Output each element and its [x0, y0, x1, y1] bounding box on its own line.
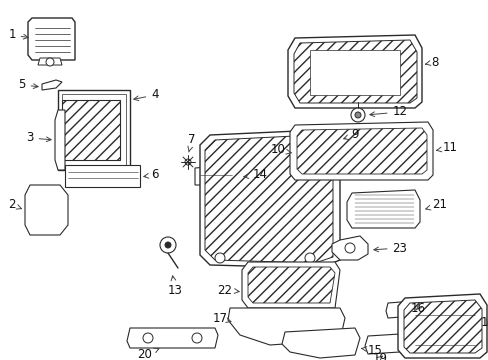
Polygon shape: [38, 58, 62, 65]
Polygon shape: [331, 236, 367, 260]
Polygon shape: [25, 185, 68, 235]
Polygon shape: [242, 262, 339, 308]
Polygon shape: [55, 110, 65, 170]
Text: 7: 7: [187, 134, 195, 152]
Polygon shape: [385, 301, 415, 318]
Polygon shape: [127, 328, 218, 348]
Polygon shape: [293, 40, 416, 103]
Text: 9: 9: [343, 129, 358, 141]
Circle shape: [354, 112, 360, 118]
Polygon shape: [204, 135, 332, 263]
Polygon shape: [282, 328, 359, 358]
Polygon shape: [403, 300, 481, 353]
Polygon shape: [346, 190, 419, 228]
Text: 6: 6: [143, 168, 159, 181]
Text: 16: 16: [409, 301, 425, 315]
Text: 20: 20: [137, 348, 159, 360]
Text: 17: 17: [212, 311, 230, 324]
Polygon shape: [247, 267, 334, 303]
Text: 11: 11: [436, 141, 457, 154]
Text: 3: 3: [26, 131, 51, 144]
Polygon shape: [195, 165, 240, 185]
Bar: [309, 50, 399, 95]
Text: 21: 21: [425, 198, 447, 211]
Polygon shape: [397, 294, 486, 358]
Circle shape: [345, 243, 354, 253]
Polygon shape: [364, 334, 402, 354]
Bar: [62, 94, 126, 166]
Bar: [58, 90, 130, 170]
Text: 8: 8: [425, 55, 438, 68]
Polygon shape: [28, 18, 75, 60]
Polygon shape: [289, 122, 432, 180]
Circle shape: [215, 253, 224, 263]
Circle shape: [184, 159, 191, 165]
Text: 23: 23: [373, 242, 407, 255]
Bar: [65, 165, 140, 187]
Polygon shape: [296, 128, 426, 174]
Circle shape: [192, 333, 202, 343]
Text: 19: 19: [372, 351, 386, 360]
Bar: [62, 100, 120, 160]
Polygon shape: [227, 308, 345, 345]
Polygon shape: [42, 80, 62, 90]
Circle shape: [160, 237, 176, 253]
Text: 18: 18: [480, 315, 488, 328]
Text: 22: 22: [217, 284, 239, 297]
Polygon shape: [200, 130, 339, 268]
Circle shape: [142, 333, 153, 343]
Text: 14: 14: [244, 168, 267, 181]
Text: 13: 13: [167, 276, 182, 297]
Circle shape: [46, 58, 54, 66]
Text: 4: 4: [134, 89, 159, 102]
Text: 10: 10: [270, 144, 291, 157]
Text: 1: 1: [8, 28, 28, 41]
Text: 15: 15: [361, 343, 382, 356]
Text: 12: 12: [369, 105, 407, 118]
Circle shape: [305, 253, 314, 263]
Polygon shape: [287, 35, 421, 108]
Text: 5: 5: [18, 78, 38, 91]
Circle shape: [350, 108, 364, 122]
Circle shape: [164, 242, 171, 248]
Text: 2: 2: [8, 198, 21, 211]
